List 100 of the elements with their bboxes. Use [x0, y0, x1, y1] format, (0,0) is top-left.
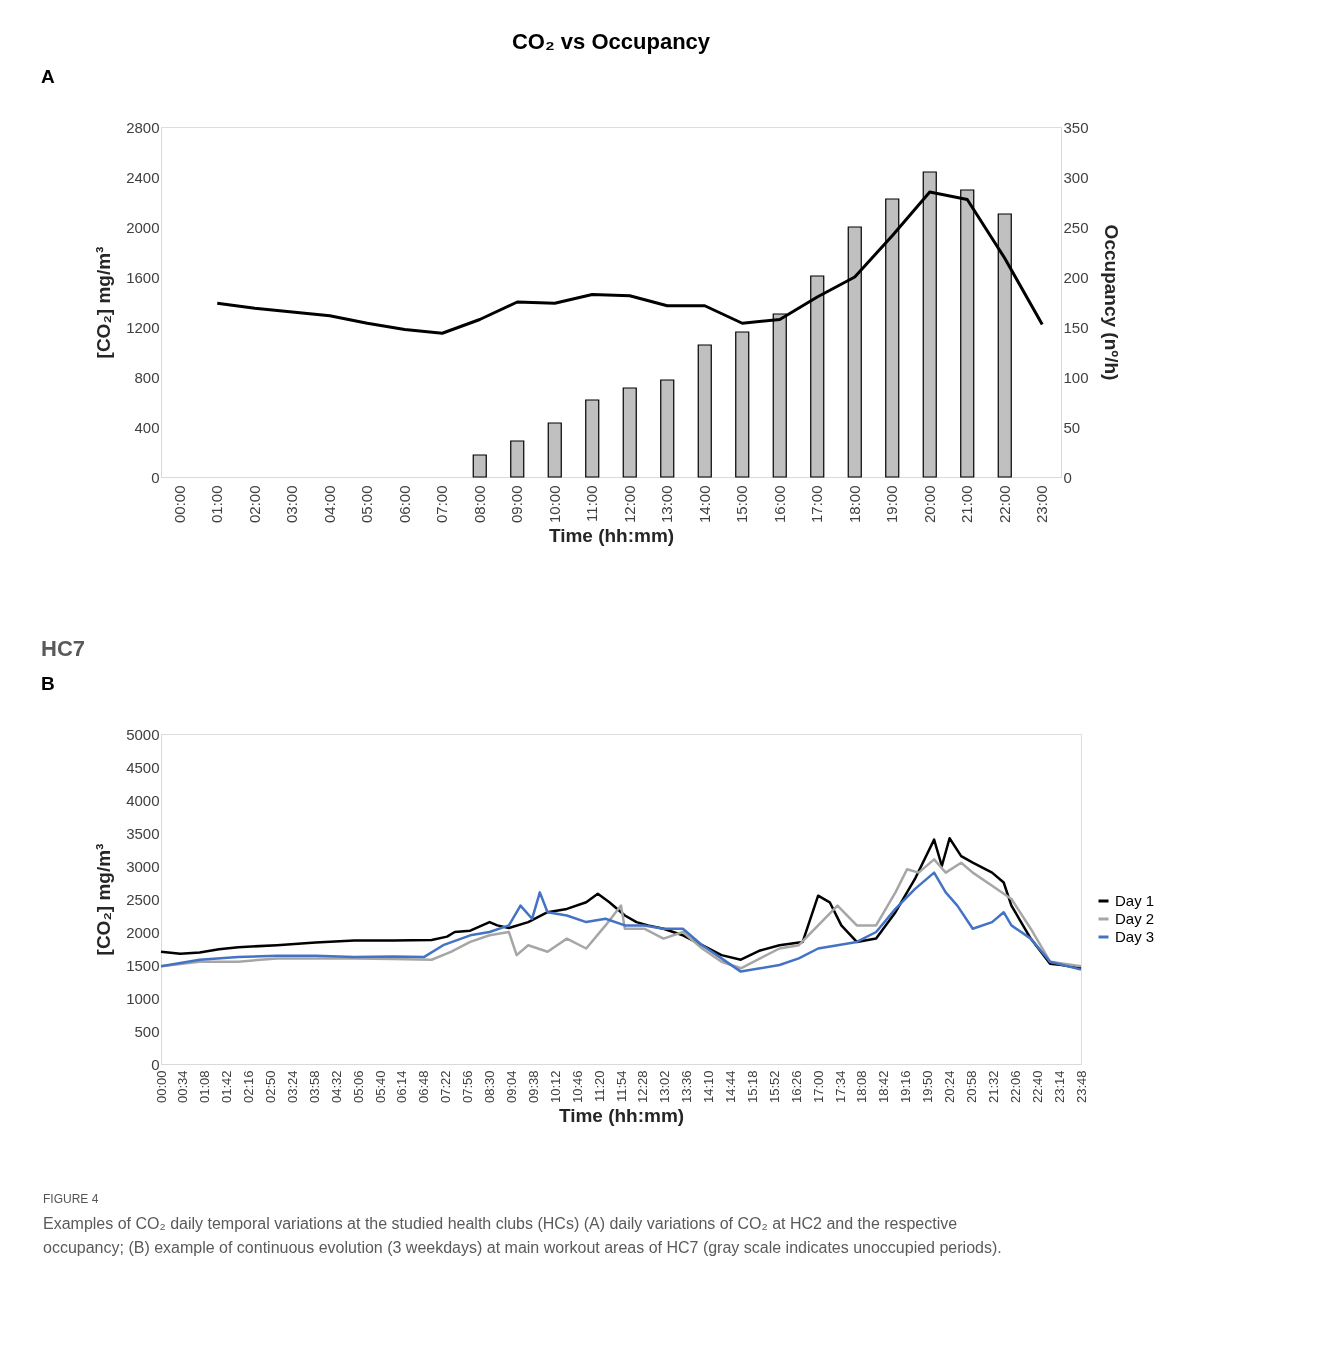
x-tick-label: 20:58	[963, 1070, 979, 1104]
text: B	[41, 673, 55, 694]
x-tick-label: 00:00	[170, 485, 188, 524]
x-tick-label: 11:20	[591, 1070, 607, 1103]
x-tick-label: 06:14	[394, 1070, 410, 1104]
x-tick-label: 20:00	[920, 485, 938, 524]
y2-tick-label: 200	[1063, 268, 1089, 286]
x-tick-label: 18:00	[845, 485, 863, 524]
x-tick-label: 22:06	[1007, 1070, 1023, 1104]
y-tick-label: 2400	[126, 168, 160, 186]
x-tick-label: 19:50	[920, 1070, 936, 1104]
y-tick-label: 2000	[126, 218, 160, 236]
x-tick-label: 09:38	[525, 1070, 541, 1104]
x-tick-label: 07:22	[438, 1070, 454, 1104]
bar	[622, 387, 637, 478]
x-tick-label: 12:28	[635, 1070, 651, 1104]
x-tick-label: 05:00	[358, 485, 376, 524]
x-tick-label: 15:00	[733, 485, 751, 524]
chart-title: CO₂ vs Occupancy	[511, 29, 711, 54]
y-tick-label: 4500	[126, 758, 160, 776]
bar	[547, 422, 562, 478]
x-tick-label: 04:00	[320, 485, 338, 524]
y-axis-title: [CO₂] mg/m³	[93, 843, 115, 956]
y-tick-label: 4000	[126, 791, 160, 809]
x-tick-label: 20:24	[942, 1070, 958, 1104]
x-tick-label: 00:34	[175, 1070, 191, 1104]
y-tick-label: 3500	[126, 824, 160, 842]
x-tick-label: 13:36	[679, 1070, 695, 1104]
y-tick-label: 1200	[126, 318, 160, 336]
text: A	[41, 66, 55, 87]
y-tick-label: 0	[151, 468, 160, 486]
y2-tick-label: 100	[1063, 368, 1089, 386]
x-tick-label: 22:40	[1029, 1070, 1045, 1104]
y2-axis-title: Occupancy (nº/h)	[1100, 224, 1122, 381]
x-tick-label: 17:00	[810, 1070, 826, 1104]
x-tick-label: 02:00	[245, 485, 263, 524]
x-tick-label: 02:50	[263, 1070, 279, 1104]
x-tick-label: 13:02	[657, 1070, 673, 1104]
x-tick-label: 21:32	[985, 1070, 1001, 1104]
caption: FIGURE 4	[43, 1192, 99, 1206]
y2-tick-label: 150	[1063, 318, 1089, 336]
x-tick-label: 15:18	[744, 1070, 760, 1104]
x-tick-label: 13:00	[658, 485, 676, 524]
x-tick-label: 21:00	[958, 485, 976, 524]
x-tick-label: 00:00	[153, 1070, 169, 1104]
y-tick-label: 5000	[126, 725, 160, 743]
x-tick-label: 23:00	[1033, 485, 1051, 524]
y-axis-title: [CO₂] mg/m³	[93, 246, 115, 359]
legend-label: Day 2	[1115, 910, 1155, 927]
x-tick-label: 18:08	[854, 1070, 870, 1104]
x-tick-label: 02:16	[241, 1070, 257, 1104]
x-tick-label: 01:08	[197, 1070, 213, 1104]
y2-tick-label: 350	[1063, 118, 1089, 136]
x-axis-title: Time (hh:mm)	[558, 1105, 685, 1127]
bar	[697, 344, 712, 478]
y-tick-label: 400	[134, 418, 160, 436]
y2-tick-label: 250	[1063, 218, 1089, 236]
y2-tick-label: 50	[1063, 418, 1081, 436]
y-tick-label: 1000	[126, 989, 160, 1007]
legend-label: Day 3	[1115, 928, 1155, 945]
y-tick-label: 800	[134, 368, 160, 386]
x-tick-label: 14:44	[723, 1070, 739, 1104]
x-tick-label: 15:52	[766, 1070, 782, 1104]
x-tick-label: 11:00	[583, 485, 601, 522]
x-tick-label: 22:00	[995, 485, 1013, 524]
x-tick-label: 14:10	[701, 1070, 717, 1104]
legend-label: Day 1	[1115, 892, 1155, 909]
x-tick-label: 03:24	[284, 1070, 300, 1104]
x-tick-label: 10:12	[547, 1070, 563, 1104]
x-tick-label: 19:16	[898, 1070, 914, 1104]
x-tick-label: 09:00	[508, 485, 526, 524]
x-tick-label: 14:00	[695, 485, 713, 524]
x-tick-label: 07:00	[433, 485, 451, 524]
x-tick-label: 12:00	[620, 485, 638, 524]
x-tick-label: 05:40	[372, 1070, 388, 1104]
x-tick-label: 06:00	[395, 485, 413, 524]
x-axis-title: Time (hh:mm)	[548, 525, 675, 547]
x-tick-label: 01:42	[219, 1070, 235, 1104]
bar	[472, 454, 487, 478]
x-tick-label: 04:32	[328, 1070, 344, 1104]
x-tick-label: 23:14	[1051, 1070, 1067, 1104]
y-tick-label: 1500	[126, 956, 160, 974]
bar	[660, 379, 675, 478]
y-tick-label: 2800	[126, 118, 160, 136]
x-tick-label: 06:48	[416, 1070, 432, 1104]
x-tick-label: 19:00	[883, 485, 901, 524]
x-tick-label: 10:00	[545, 485, 563, 524]
x-tick-label: 11:54	[613, 1070, 629, 1103]
x-tick-label: 10:46	[569, 1070, 585, 1104]
x-tick-label: 03:58	[306, 1070, 322, 1104]
y-tick-label: 500	[134, 1022, 160, 1040]
x-tick-label: 16:00	[770, 485, 788, 524]
x-tick-label: 01:00	[208, 485, 226, 524]
y-tick-label: 2500	[126, 890, 160, 908]
x-tick-label: 05:06	[350, 1070, 366, 1104]
bar	[585, 399, 600, 478]
y2-tick-label: 300	[1063, 168, 1089, 186]
x-tick-label: 18:42	[876, 1070, 892, 1104]
y-tick-label: 3000	[126, 857, 160, 875]
bar	[510, 440, 525, 478]
